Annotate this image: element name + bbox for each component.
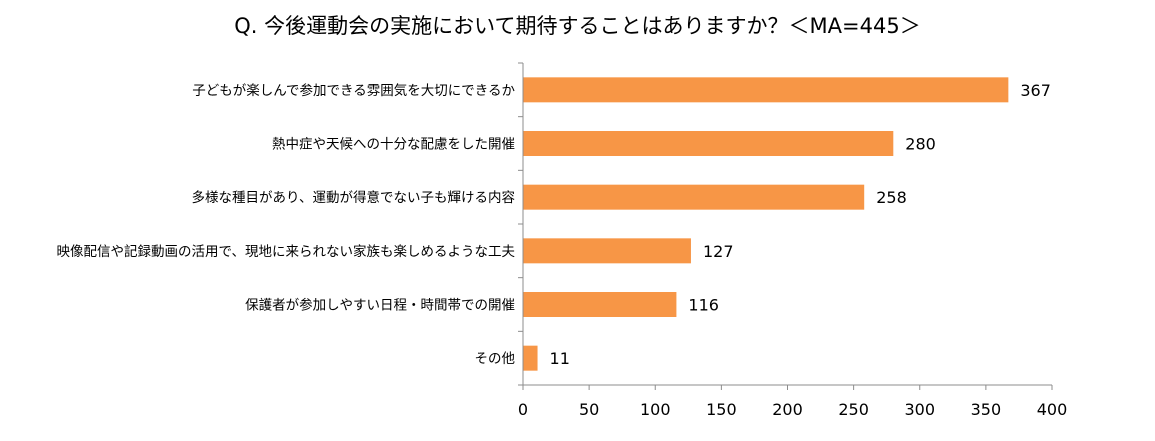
data-label: 280 xyxy=(905,135,936,154)
category-label: 保護者が参加しやすい日程・時間帯での開催 xyxy=(245,297,515,314)
x-tick-label: 150 xyxy=(706,400,737,419)
bar xyxy=(523,345,538,371)
bar xyxy=(523,184,865,210)
bar xyxy=(523,77,1009,103)
x-tick-label: 300 xyxy=(904,400,935,419)
x-tick-label: 100 xyxy=(640,400,671,419)
data-label: 258 xyxy=(876,188,907,207)
x-tick-label: 0 xyxy=(518,400,528,419)
data-label: 127 xyxy=(703,242,734,261)
x-tick-label: 50 xyxy=(579,400,599,419)
bar xyxy=(523,131,894,156)
data-label: 116 xyxy=(688,296,719,315)
data-label: 11 xyxy=(550,349,570,368)
bar xyxy=(523,292,677,317)
x-tick-label: 400 xyxy=(1037,400,1068,419)
category-label: 多様な種目があり、運動が得意でない子も輝ける内容 xyxy=(192,189,515,206)
chart-title: Q. 今後運動会の実施において期待することはありますか？＜MA=445＞ xyxy=(234,14,921,38)
x-tick-label: 350 xyxy=(971,400,1002,419)
category-label: 子どもが楽しんで参加できる雰囲気を大切にできるか xyxy=(192,82,515,99)
x-tick-label: 200 xyxy=(772,400,803,419)
x-tick-label: 250 xyxy=(838,400,869,419)
category-label: 映像配信や記録動画の活用で、現地に来られない家族も楽しめるような工夫 xyxy=(57,243,516,260)
category-label: 熱中症や天候への十分な配慮をした開催 xyxy=(272,137,515,153)
data-label: 367 xyxy=(1020,81,1051,100)
bar xyxy=(523,238,691,264)
category-label: その他 xyxy=(475,351,516,367)
